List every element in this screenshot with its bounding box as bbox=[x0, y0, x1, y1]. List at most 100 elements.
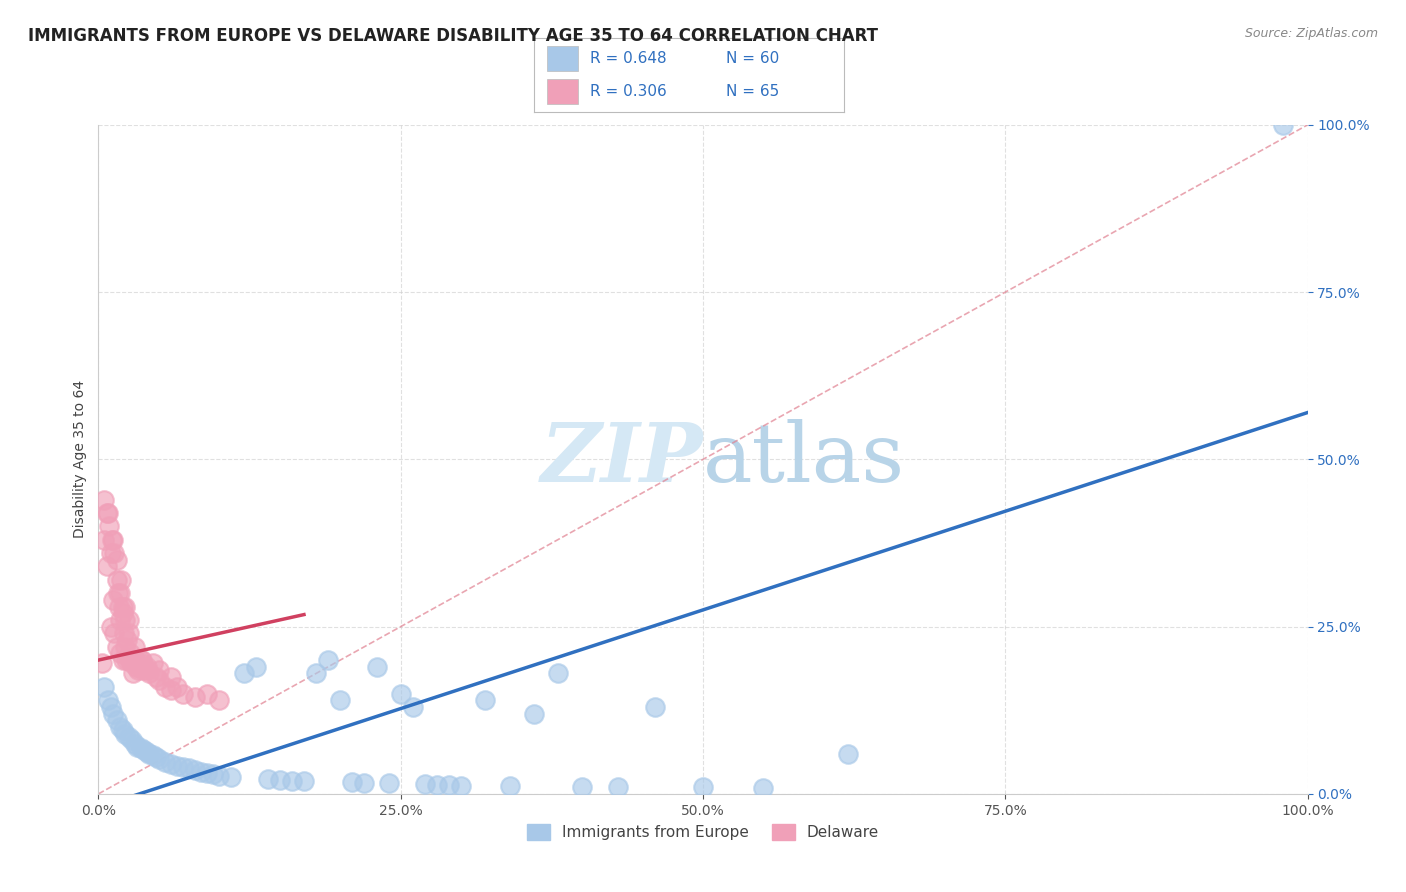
Point bbox=[93, 680, 115, 694]
Point bbox=[160, 683, 183, 698]
Point bbox=[112, 626, 135, 640]
Point bbox=[97, 506, 120, 520]
Point bbox=[111, 723, 134, 738]
Point bbox=[111, 653, 134, 667]
Point bbox=[122, 666, 145, 681]
Point bbox=[256, 772, 278, 787]
Point bbox=[103, 626, 125, 640]
Point bbox=[134, 660, 156, 674]
Point bbox=[115, 653, 138, 667]
Point bbox=[135, 746, 157, 760]
Point bbox=[105, 573, 128, 587]
Point bbox=[148, 663, 170, 677]
Point bbox=[125, 660, 148, 674]
Point bbox=[437, 778, 460, 792]
Point bbox=[96, 506, 118, 520]
Point bbox=[269, 772, 291, 787]
Point bbox=[91, 657, 114, 671]
Text: R = 0.648: R = 0.648 bbox=[591, 51, 666, 66]
Point bbox=[93, 533, 115, 547]
Point bbox=[498, 779, 520, 793]
Point bbox=[190, 764, 212, 779]
Point bbox=[127, 657, 149, 671]
Point bbox=[607, 780, 630, 795]
Point bbox=[100, 533, 122, 547]
Text: N = 65: N = 65 bbox=[725, 84, 779, 98]
Point bbox=[142, 747, 165, 762]
Point bbox=[129, 741, 152, 756]
Point bbox=[329, 693, 352, 707]
Point bbox=[117, 633, 139, 648]
Point bbox=[111, 607, 134, 621]
Point bbox=[179, 762, 201, 776]
Point bbox=[221, 770, 243, 784]
Point bbox=[172, 687, 194, 701]
Point bbox=[93, 492, 115, 507]
Point bbox=[184, 690, 207, 704]
Point bbox=[232, 666, 254, 681]
Point bbox=[108, 646, 131, 660]
Point bbox=[105, 640, 128, 654]
Text: IMMIGRANTS FROM EUROPE VS DELAWARE DISABILITY AGE 35 TO 64 CORRELATION CHART: IMMIGRANTS FROM EUROPE VS DELAWARE DISAB… bbox=[28, 27, 879, 45]
Point bbox=[108, 586, 131, 600]
Point bbox=[118, 730, 141, 744]
Text: atlas: atlas bbox=[703, 419, 905, 500]
Point bbox=[142, 657, 165, 671]
Point bbox=[166, 758, 188, 772]
Point bbox=[105, 714, 128, 728]
Point bbox=[692, 780, 714, 795]
Point bbox=[100, 546, 122, 560]
Point bbox=[114, 640, 136, 654]
Point bbox=[129, 657, 152, 671]
Point bbox=[208, 693, 231, 707]
Point bbox=[752, 780, 775, 795]
Point bbox=[101, 706, 124, 721]
Point bbox=[145, 750, 167, 764]
Point bbox=[118, 626, 141, 640]
Point bbox=[523, 706, 546, 721]
Point bbox=[121, 657, 143, 671]
Point bbox=[128, 660, 150, 674]
Point bbox=[135, 663, 157, 677]
Point bbox=[97, 693, 120, 707]
Point bbox=[114, 613, 136, 627]
Point bbox=[644, 699, 666, 714]
Point bbox=[160, 670, 183, 684]
Point bbox=[153, 755, 176, 769]
Point bbox=[138, 747, 160, 761]
Point bbox=[131, 653, 153, 667]
Text: ZIP: ZIP bbox=[540, 419, 703, 500]
Point bbox=[107, 586, 129, 600]
Y-axis label: Disability Age 35 to 64: Disability Age 35 to 64 bbox=[73, 380, 87, 539]
Point bbox=[148, 673, 170, 687]
Point bbox=[127, 740, 149, 755]
Point bbox=[208, 769, 231, 783]
Point bbox=[426, 778, 449, 792]
Point bbox=[124, 640, 146, 654]
Point bbox=[342, 774, 364, 789]
Point bbox=[316, 653, 339, 667]
Point bbox=[105, 552, 128, 567]
Point bbox=[305, 666, 328, 681]
Point bbox=[413, 777, 436, 791]
Point bbox=[195, 687, 218, 701]
Point bbox=[96, 559, 118, 574]
Point bbox=[135, 660, 157, 674]
Point bbox=[148, 752, 170, 766]
Point bbox=[153, 680, 176, 694]
Legend: Immigrants from Europe, Delaware: Immigrants from Europe, Delaware bbox=[520, 818, 886, 847]
Point bbox=[166, 680, 188, 694]
Point bbox=[377, 776, 399, 790]
Point bbox=[100, 619, 122, 633]
Point bbox=[111, 599, 134, 614]
Text: N = 60: N = 60 bbox=[725, 51, 779, 66]
Point bbox=[389, 687, 412, 701]
Point bbox=[127, 663, 149, 677]
Point bbox=[129, 653, 152, 667]
Point bbox=[101, 592, 124, 607]
Point bbox=[195, 766, 218, 780]
Point bbox=[474, 693, 496, 707]
Point bbox=[118, 613, 141, 627]
Point bbox=[160, 756, 183, 771]
Point bbox=[121, 733, 143, 747]
